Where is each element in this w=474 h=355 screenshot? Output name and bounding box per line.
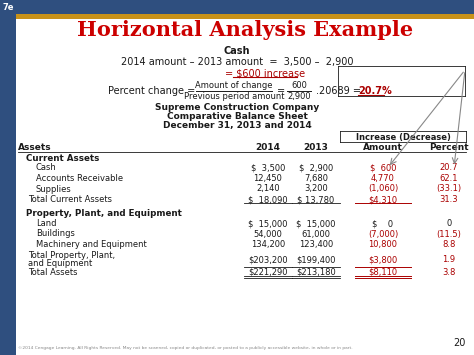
Text: $199,400: $199,400 [296, 256, 336, 264]
Text: Amount: Amount [363, 143, 403, 152]
Text: Increase (Decrease): Increase (Decrease) [356, 133, 450, 142]
Text: $  18,090: $ 18,090 [248, 195, 288, 204]
Text: 3.8: 3.8 [442, 268, 456, 277]
Text: Buildings: Buildings [36, 229, 75, 239]
Text: Accounts Receivable: Accounts Receivable [36, 174, 123, 183]
Text: 2,900: 2,900 [287, 92, 311, 101]
Bar [0, 14, 474, 19]
Text: 10,800: 10,800 [368, 240, 398, 249]
Text: 600: 600 [291, 81, 307, 90]
Text: Previous period amount: Previous period amount [184, 92, 284, 101]
Text: December 31, 2013 and 2014: December 31, 2013 and 2014 [163, 121, 311, 130]
Text: $  15,000: $ 15,000 [248, 219, 288, 228]
Text: $ 13,780: $ 13,780 [297, 195, 335, 204]
Text: 134,200: 134,200 [251, 240, 285, 249]
Text: 31.3: 31.3 [440, 195, 458, 204]
Text: $221,290: $221,290 [248, 268, 288, 277]
Text: 8.8: 8.8 [442, 240, 456, 249]
Text: $4,310: $4,310 [368, 195, 398, 204]
Text: 0: 0 [447, 219, 452, 228]
Text: 54,000: 54,000 [254, 229, 283, 239]
Text: Land: Land [36, 219, 56, 228]
Text: $  600: $ 600 [370, 164, 396, 173]
Text: Assets: Assets [18, 143, 52, 152]
Text: $  15,000: $ 15,000 [296, 219, 336, 228]
Text: 20: 20 [454, 338, 466, 348]
Text: (33.1): (33.1) [437, 185, 462, 193]
Text: Supreme Construction Company: Supreme Construction Company [155, 103, 319, 112]
Text: 62.1: 62.1 [440, 174, 458, 183]
Text: Total Assets: Total Assets [28, 268, 78, 277]
Text: 7,680: 7,680 [304, 174, 328, 183]
Text: (7,000): (7,000) [368, 229, 398, 239]
Text: 20.7%: 20.7% [358, 86, 392, 96]
Text: $    0: $ 0 [373, 219, 393, 228]
Bar [0, 0, 16, 355]
Text: $  2,900: $ 2,900 [299, 164, 333, 173]
Text: 2013: 2013 [303, 143, 328, 152]
Text: 2,140: 2,140 [256, 185, 280, 193]
Text: Horizontal Analysis Example: Horizontal Analysis Example [77, 20, 413, 40]
Text: ©2014 Cengage Learning. All Rights Reserved. May not be scanned, copied or dupli: ©2014 Cengage Learning. All Rights Reser… [18, 346, 353, 350]
Text: $  3,500: $ 3,500 [251, 164, 285, 173]
Text: $203,200: $203,200 [248, 256, 288, 264]
Text: 20.7: 20.7 [440, 164, 458, 173]
Bar [0, 0, 474, 14]
Text: Total Property, Plant,: Total Property, Plant, [28, 251, 115, 260]
Text: 7e: 7e [2, 2, 14, 11]
Text: (1,060): (1,060) [368, 185, 398, 193]
Text: 12,450: 12,450 [254, 174, 283, 183]
Text: = $600 increase: = $600 increase [225, 68, 305, 78]
Text: Current Assets: Current Assets [26, 154, 100, 163]
Text: Machinery and Equipment: Machinery and Equipment [36, 240, 147, 249]
Text: and Equipment: and Equipment [28, 258, 92, 268]
Text: Percent change =: Percent change = [108, 86, 195, 96]
Text: =: = [277, 86, 285, 96]
Text: Cash: Cash [224, 46, 250, 56]
Text: $213,180: $213,180 [296, 268, 336, 277]
Text: .20689 =: .20689 = [316, 86, 361, 96]
Text: Total Current Assets: Total Current Assets [28, 195, 112, 204]
Text: Property, Plant, and Equipment: Property, Plant, and Equipment [26, 209, 182, 218]
Text: 61,000: 61,000 [301, 229, 330, 239]
Text: 1.9: 1.9 [442, 256, 456, 264]
Text: Cash: Cash [36, 164, 57, 173]
Text: Supplies: Supplies [36, 185, 72, 193]
Text: Comparative Balance Sheet: Comparative Balance Sheet [166, 112, 308, 121]
Text: $8,110: $8,110 [368, 268, 398, 277]
Text: 3,200: 3,200 [304, 185, 328, 193]
Text: (11.5): (11.5) [437, 229, 461, 239]
Text: 4,770: 4,770 [371, 174, 395, 183]
Text: Amount of change: Amount of change [195, 81, 273, 90]
Text: 2014 amount – 2013 amount  =  3,500 –  2,900: 2014 amount – 2013 amount = 3,500 – 2,90… [121, 57, 353, 67]
Text: $3,800: $3,800 [368, 256, 398, 264]
Text: 2014: 2014 [255, 143, 281, 152]
Text: Percent: Percent [429, 143, 469, 152]
Text: 123,400: 123,400 [299, 240, 333, 249]
